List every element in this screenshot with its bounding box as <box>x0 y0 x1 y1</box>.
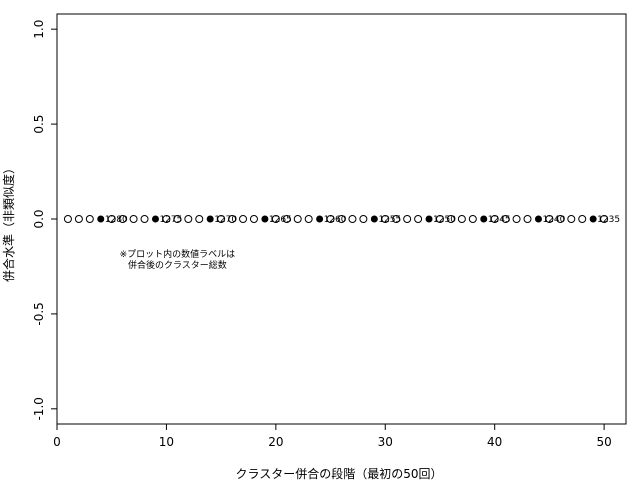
point-label: 1255 <box>378 215 401 225</box>
x-axis: 0 10 20 30 40 50 <box>53 424 612 449</box>
y-tick-label: 0.5 <box>32 115 46 134</box>
y-tick-label: -1.0 <box>32 397 46 420</box>
point-open <box>392 215 401 223</box>
annotation-line: 併合後のクラスター総数 <box>128 259 227 271</box>
point-label: 1270 <box>214 215 237 225</box>
point-open <box>381 215 390 223</box>
point-label: 1265 <box>269 215 292 225</box>
point-filled <box>151 215 159 223</box>
x-tick-label: 40 <box>487 435 502 449</box>
y-tick-label: 1.0 <box>32 20 46 39</box>
point-open <box>501 215 510 223</box>
data-points <box>63 215 609 223</box>
point-open <box>326 215 335 223</box>
point-label: 1235 <box>597 215 620 225</box>
point-open <box>217 215 226 223</box>
point-open <box>271 215 280 223</box>
x-tick-label: 30 <box>378 435 393 449</box>
point-open <box>118 215 127 223</box>
y-tick-label: -0.5 <box>32 302 46 325</box>
point-filled <box>480 215 488 223</box>
point-open <box>228 215 237 223</box>
point-open <box>184 215 193 223</box>
point-filled <box>425 215 433 223</box>
point-filled <box>97 215 105 223</box>
point-open <box>523 215 532 223</box>
point-label: 1280 <box>105 215 128 225</box>
point-open <box>556 215 565 223</box>
point-open <box>173 215 182 223</box>
annotation-line: ※プロット内の数値ラベルは <box>120 248 236 260</box>
point-open <box>282 215 291 223</box>
point-open <box>129 215 138 223</box>
point-open <box>249 215 258 223</box>
point-open <box>457 215 466 223</box>
y-axis: -1.0 -0.5 0.0 0.5 1.0 <box>32 20 57 421</box>
point-filled <box>206 215 214 223</box>
point-open <box>337 215 346 223</box>
point-open <box>304 215 313 223</box>
point-open <box>403 215 412 223</box>
point-label: 1275 <box>159 215 182 225</box>
point-open <box>567 215 576 223</box>
point-open <box>414 215 423 223</box>
point-open <box>85 215 94 223</box>
x-tick-label: 20 <box>268 435 283 449</box>
point-open <box>293 215 302 223</box>
point-filled <box>370 215 378 223</box>
point-open <box>468 215 477 223</box>
point-open <box>195 215 204 223</box>
point-label: 1250 <box>433 215 456 225</box>
point-open <box>600 215 609 223</box>
point-open <box>140 215 149 223</box>
point-filled <box>534 215 542 223</box>
x-tick-label: 0 <box>53 435 61 449</box>
x-tick-label: 10 <box>159 435 174 449</box>
point-open <box>348 215 357 223</box>
point-open <box>446 215 455 223</box>
point-label: 1245 <box>488 215 511 225</box>
point-open <box>74 215 83 223</box>
point-open <box>107 215 116 223</box>
point-open <box>545 215 554 223</box>
x-axis-title: クラスター併合の段階（最初の50回） <box>235 466 442 480</box>
point-open <box>490 215 499 223</box>
point-open <box>359 215 368 223</box>
y-tick-label: 0.0 <box>32 209 46 228</box>
point-label: 1240 <box>542 215 565 225</box>
point-label: 1260 <box>324 215 347 225</box>
point-labels: 1280 1275 1270 1265 1260 1255 1250 1245 1240 1235 <box>105 215 620 225</box>
x-tick-label: 50 <box>596 435 611 449</box>
point-open <box>162 215 171 223</box>
y-axis-title: 併合水準（非類似度） <box>1 162 16 282</box>
point-open <box>512 215 521 223</box>
point-filled <box>261 215 269 223</box>
point-open <box>578 215 587 223</box>
point-open <box>435 215 444 223</box>
point-open <box>239 215 248 223</box>
point-filled <box>589 215 597 223</box>
point-open <box>63 215 72 223</box>
point-filled <box>316 215 324 223</box>
